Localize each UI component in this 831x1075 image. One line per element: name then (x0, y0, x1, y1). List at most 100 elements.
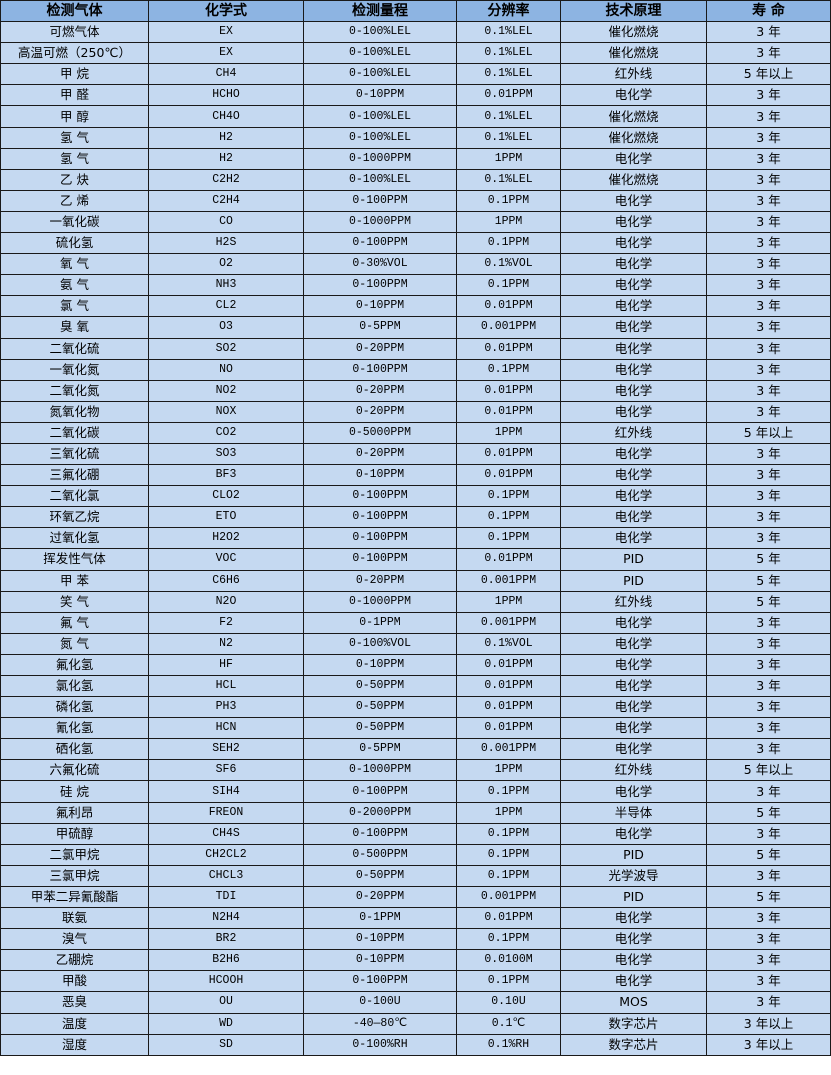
cell-principle: 电化学 (560, 442, 707, 466)
cell-lifespan: 3 年 (706, 253, 831, 276)
cell-formula: SEH2 (148, 738, 304, 761)
cell-resolution: 0.001PPM (456, 316, 561, 339)
table-row: 笑 气 N2O 0-1000PPM 1PPM 红外线 5 年 (0, 590, 831, 613)
cell-lifespan: 5 年 (706, 885, 831, 909)
cell-lifespan: 3 年 (706, 970, 831, 993)
cell-gas: 氰化氢 (0, 717, 149, 740)
cell-lifespan: 3 年 (706, 147, 831, 170)
cell-resolution: 0.0100M (456, 949, 561, 972)
table-row: 甲 苯 C6H6 0-20PPM 0.001PPM PID 5 年 (0, 569, 831, 592)
cell-resolution: 0.01PPM (456, 295, 561, 318)
cell-range: 0-1000PPM (303, 210, 457, 234)
cell-resolution: 0.01PPM (456, 400, 561, 423)
cell-formula: O3 (148, 316, 304, 339)
cell-range: 0-100PPM (303, 527, 457, 550)
header-range: 检测量程 (303, 0, 457, 23)
cell-formula: CO2 (148, 421, 304, 444)
table-row: 氰化氢 HCN 0-50PPM 0.01PPM 电化学 3 年 (0, 717, 831, 740)
cell-gas: 氟化氢 (0, 653, 149, 677)
cell-range: 0-5PPM (303, 316, 457, 339)
cell-gas: 氢 气 (0, 126, 149, 149)
cell-formula: BF3 (148, 464, 304, 487)
cell-principle: 半导体 (560, 801, 707, 824)
cell-formula: OU (148, 991, 304, 1014)
cell-lifespan: 3 年 (706, 780, 831, 803)
cell-gas: 氯 气 (0, 295, 149, 318)
table-row: 温度 WD -40—80℃ 0.1℃ 数字芯片 3 年以上 (0, 1012, 831, 1035)
table-row: 乙 炔 C2H2 0-100%LEL 0.1%LEL 催化燃烧 3 年 (0, 168, 831, 191)
cell-formula: ETO (148, 506, 304, 529)
table-row: 甲 烷 CH4 0-100%LEL 0.1%LEL 红外线 5 年以上 (0, 63, 831, 86)
cell-lifespan: 3 年 (706, 717, 831, 740)
cell-range: 0-100PPM (303, 970, 457, 993)
table-row: 一氧化氮 NO 0-100PPM 0.1PPM 电化学 3 年 (0, 358, 831, 381)
cell-lifespan: 3 年 (706, 42, 831, 65)
cell-lifespan: 3 年 (706, 464, 831, 487)
cell-range: 0-100PPM (303, 485, 457, 508)
cell-principle: 电化学 (560, 358, 707, 381)
cell-formula: SIH4 (148, 780, 304, 803)
table-row: 湿度 SD 0-100%RH 0.1%RH 数字芯片 3 年以上 (0, 1033, 831, 1056)
cell-resolution: 0.1%LEL (456, 42, 561, 65)
cell-lifespan: 3 年 (706, 84, 831, 107)
table-row: 溴气 BR2 0-10PPM 0.1PPM 电化学 3 年 (0, 928, 831, 951)
cell-principle: PID (560, 569, 707, 592)
cell-lifespan: 3 年 (706, 632, 831, 655)
cell-principle: 催化燃烧 (560, 21, 707, 44)
cell-gas: 二氧化氮 (0, 379, 149, 402)
cell-principle: 电化学 (560, 822, 707, 845)
cell-formula: C2H2 (148, 168, 304, 191)
cell-formula: WD (148, 1012, 304, 1035)
cell-principle: 催化燃烧 (560, 168, 707, 191)
cell-gas: 可燃气体 (0, 21, 149, 44)
table-row: 氨 气 NH3 0-100PPM 0.1PPM 电化学 3 年 (0, 274, 831, 297)
cell-principle: PID (560, 843, 707, 866)
cell-range: 0-1PPM (303, 611, 457, 634)
cell-lifespan: 3 年 (706, 696, 831, 719)
cell-formula: H2S (148, 232, 304, 255)
cell-range: 0-20PPM (303, 400, 457, 423)
cell-lifespan: 3 年 (706, 21, 831, 44)
cell-formula: H2 (148, 126, 304, 149)
cell-gas: 臭 氧 (0, 316, 149, 339)
table-row: 硒化氢 SEH2 0-5PPM 0.001PPM 电化学 3 年 (0, 738, 831, 761)
cell-resolution: 0.01PPM (456, 717, 561, 740)
table-row: 硅 烷 SIH4 0-100PPM 0.1PPM 电化学 3 年 (0, 780, 831, 803)
cell-formula: TDI (148, 885, 304, 909)
cell-lifespan: 5 年 (706, 569, 831, 592)
table-row: 三氯甲烷 CHCL3 0-50PPM 0.1PPM 光学波导 3 年 (0, 864, 831, 887)
cell-range: -40—80℃ (303, 1012, 457, 1035)
cell-resolution: 1PPM (456, 147, 561, 170)
cell-range: 0-50PPM (303, 696, 457, 719)
cell-resolution: 0.01PPM (456, 337, 561, 360)
cell-formula: HCOOH (148, 970, 304, 993)
cell-gas: 溴气 (0, 928, 149, 951)
cell-lifespan: 3 年 (706, 991, 831, 1014)
cell-gas: 甲苯二异氰酸酯 (0, 885, 149, 909)
cell-formula: SF6 (148, 759, 304, 782)
header-formula: 化学式 (148, 0, 304, 23)
cell-gas: 高温可燃（250℃） (0, 42, 149, 65)
cell-range: 0-100PPM (303, 548, 457, 571)
table-row: 二氧化氮 NO2 0-20PPM 0.01PPM 电化学 3 年 (0, 379, 831, 402)
cell-principle: 电化学 (560, 84, 707, 107)
cell-formula: EX (148, 42, 304, 65)
cell-gas: 一氧化碳 (0, 210, 149, 234)
cell-resolution: 0.1%LEL (456, 168, 561, 191)
table-row: 二氧化硫 SO2 0-20PPM 0.01PPM 电化学 3 年 (0, 337, 831, 360)
cell-gas: 氟 气 (0, 611, 149, 634)
cell-principle: 红外线 (560, 759, 707, 782)
cell-principle: 电化学 (560, 379, 707, 402)
cell-range: 0-100%LEL (303, 21, 457, 44)
cell-range: 0-100PPM (303, 358, 457, 381)
cell-lifespan: 3 年 (706, 210, 831, 234)
cell-lifespan: 3 年 (706, 949, 831, 972)
table-row: 二氧化碳 CO2 0-5000PPM 1PPM 红外线 5 年以上 (0, 421, 831, 444)
cell-formula: N2 (148, 632, 304, 655)
cell-formula: HCL (148, 674, 304, 698)
cell-resolution: 0.001PPM (456, 738, 561, 761)
table-row: 臭 氧 O3 0-5PPM 0.001PPM 电化学 3 年 (0, 316, 831, 339)
table-row: 氮氧化物 NOX 0-20PPM 0.01PPM 电化学 3 年 (0, 400, 831, 423)
cell-principle: PID (560, 548, 707, 571)
